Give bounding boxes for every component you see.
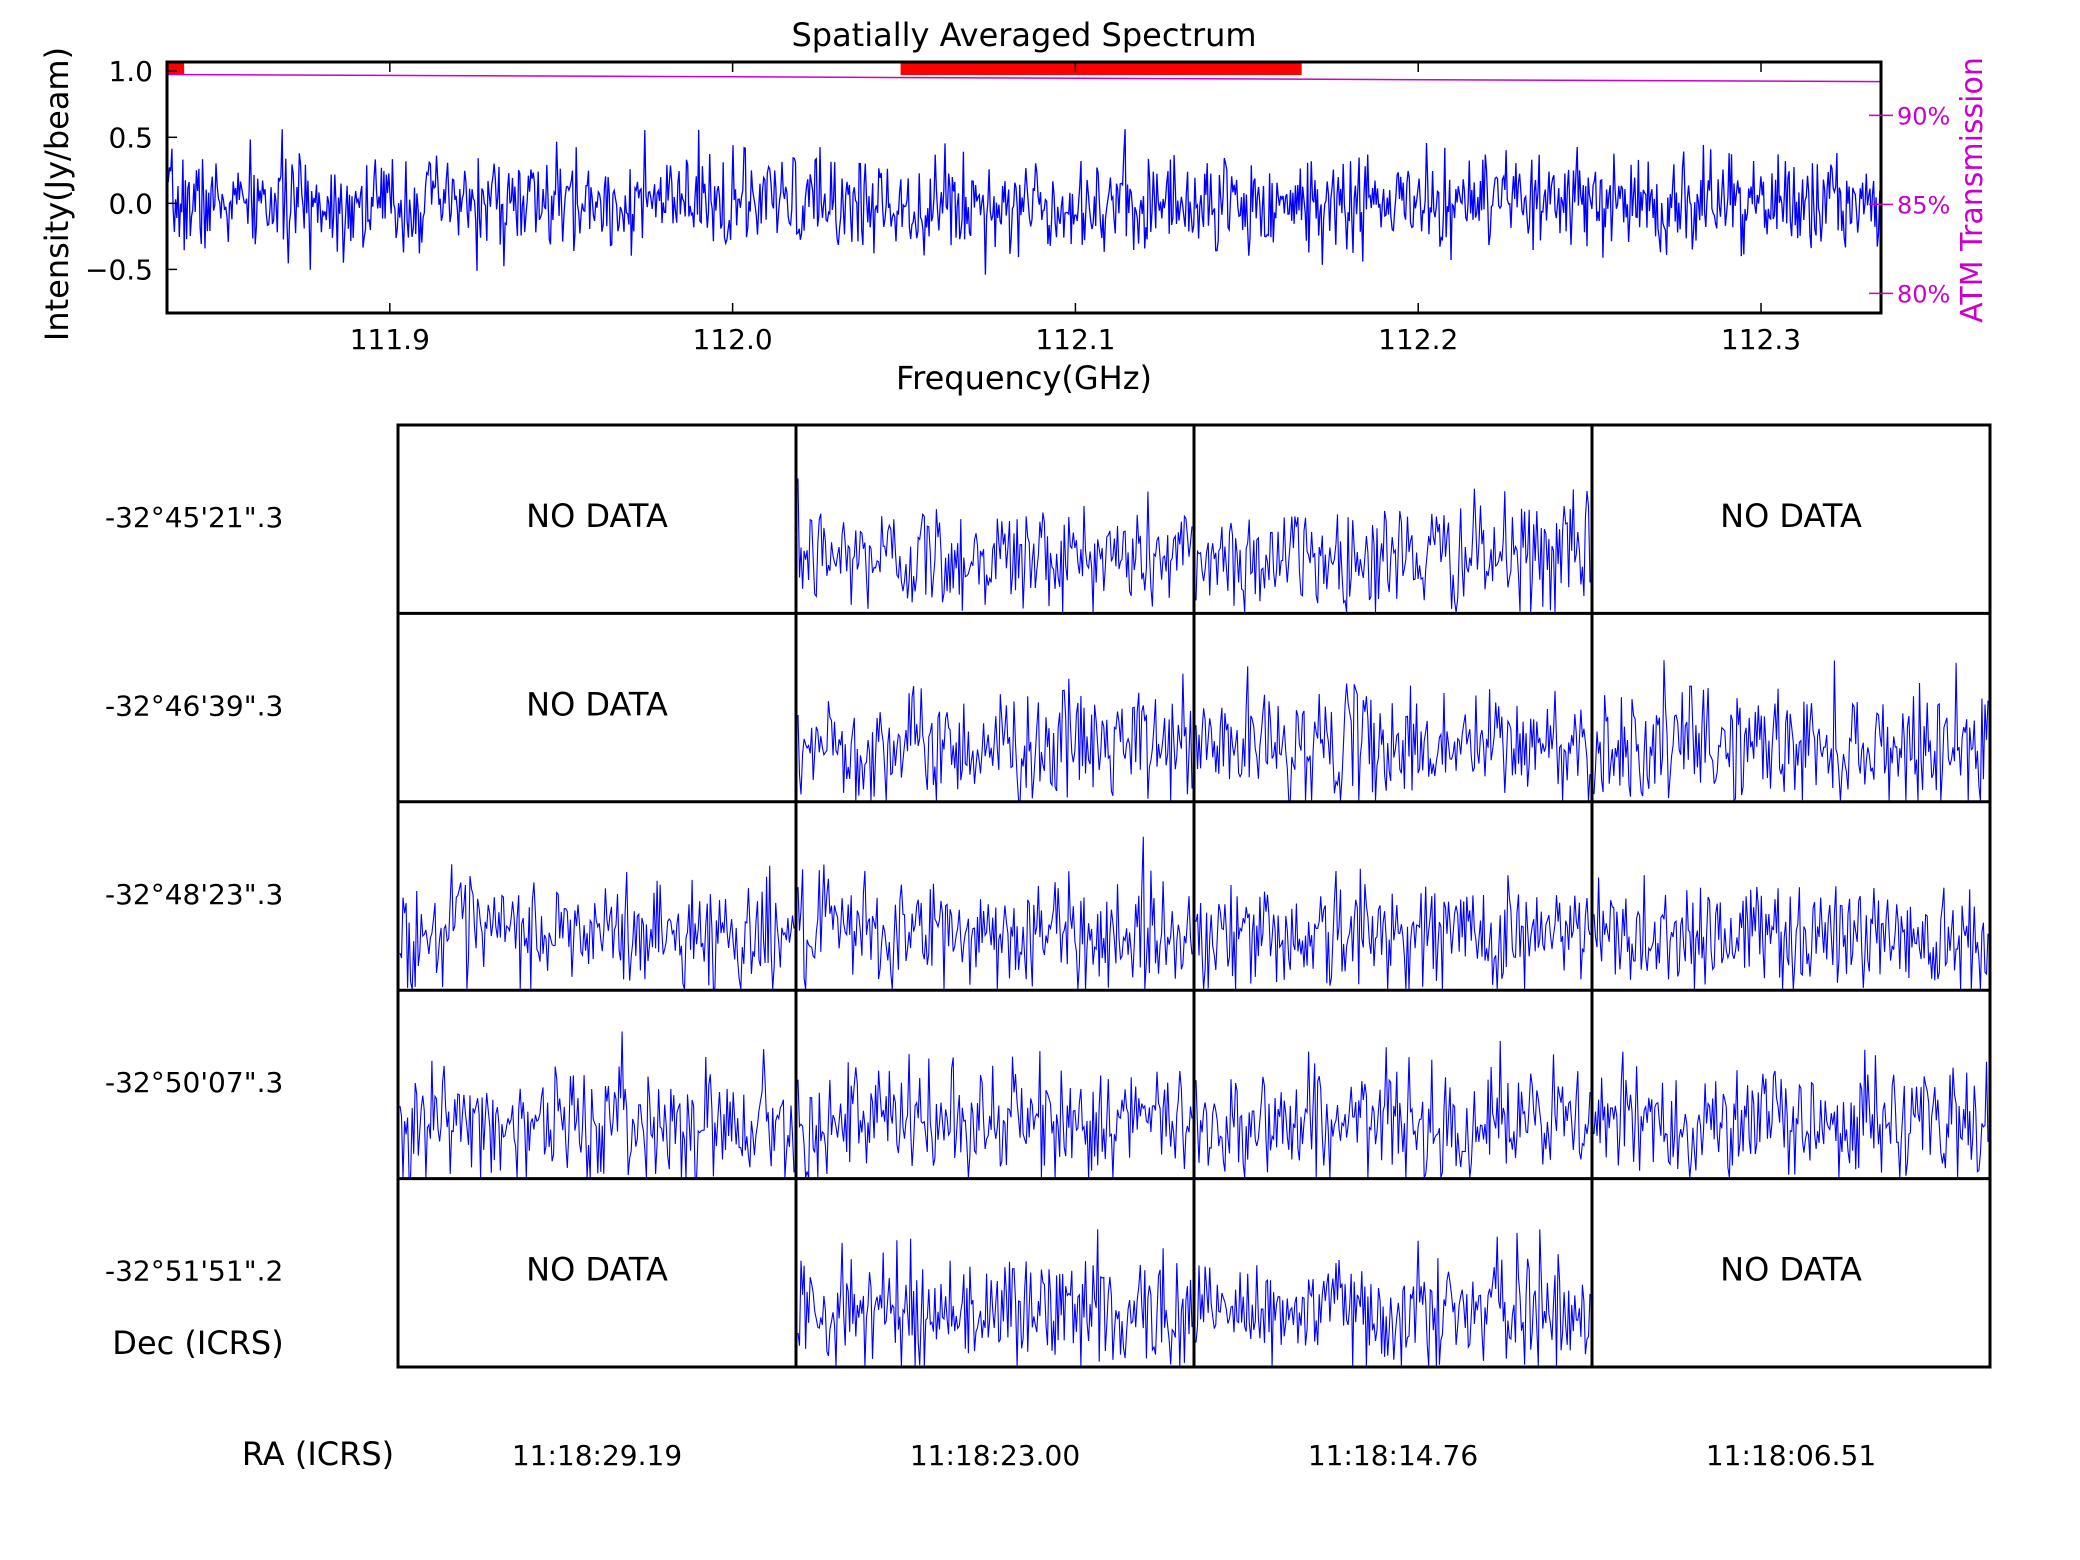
ra-label: 11:18:29.19 bbox=[512, 1439, 682, 1472]
cell-spectrum bbox=[399, 1031, 795, 1179]
cell-spectrum bbox=[1593, 875, 1989, 990]
cell-spectrum bbox=[797, 836, 1193, 990]
dec-label: -32°50'07".3 bbox=[105, 1066, 283, 1099]
ra-label: 11:18:14.76 bbox=[1308, 1439, 1478, 1472]
spectrum-series bbox=[166, 129, 1882, 275]
flagged-range-1 bbox=[900, 62, 1302, 75]
cell-spectrum bbox=[797, 1229, 1193, 1367]
dec-label: -32°51'51".2 bbox=[105, 1255, 283, 1288]
ra-labels: 11:18:29.19 11:18:23.00 11:18:14.76 11:18:0… bbox=[512, 1439, 1876, 1472]
cell-spectrum bbox=[1593, 1049, 1989, 1178]
cell-spectrum bbox=[1195, 1229, 1591, 1367]
y-tick-label: 1.0 bbox=[108, 55, 153, 88]
cell-spectrum bbox=[1195, 1040, 1591, 1178]
y-axis-label: Intensity(Jy/beam) bbox=[38, 47, 76, 341]
chart-title: Spatially Averaged Spectrum bbox=[791, 16, 1256, 54]
dec-labels: -32°45'21".3 -32°46'39".3 -32°48'23".3 -32°… bbox=[105, 501, 283, 1288]
cell-spectrum bbox=[399, 864, 795, 991]
y2-axis-ticks: 90% 85% 80% bbox=[1869, 102, 1950, 308]
cell-spectrum bbox=[797, 478, 1193, 613]
no-data-label: NO DATA bbox=[1720, 1251, 1862, 1289]
ra-axis-label: RA (ICRS) bbox=[242, 1435, 394, 1473]
atm-transmission-series bbox=[166, 73, 1882, 83]
cell-spectrum bbox=[1195, 488, 1591, 613]
spectrum-line bbox=[166, 129, 1882, 275]
y2-tick-label: 80% bbox=[1897, 280, 1950, 308]
spectral-map-grid: NO DATA NO DATA NO DATA NO DATA NO DATA -32°… bbox=[105, 423, 1992, 1473]
x-tick-label: 112.3 bbox=[1721, 323, 1801, 356]
ra-label: 11:18:06.51 bbox=[1706, 1439, 1876, 1472]
dec-label: -32°48'23".3 bbox=[105, 878, 283, 911]
x-tick-label: 112.2 bbox=[1378, 323, 1458, 356]
x-axis-ticks: 111.9 112.0 112.1 112.2 112.3 bbox=[350, 62, 1801, 356]
flagged-ranges bbox=[167, 62, 1302, 75]
dec-label: -32°45'21".3 bbox=[105, 501, 283, 534]
grid-cells: NO DATA NO DATA NO DATA NO DATA NO DATA bbox=[399, 478, 1989, 1367]
x-tick-label: 112.1 bbox=[1035, 323, 1115, 356]
x-axis-label: Frequency(GHz) bbox=[896, 359, 1152, 397]
cell-spectrum bbox=[797, 673, 1193, 802]
cell-spectrum bbox=[797, 1051, 1193, 1178]
y-tick-label: 0.5 bbox=[108, 121, 153, 154]
cell-spectrum bbox=[1593, 660, 1989, 803]
no-data-label: NO DATA bbox=[526, 685, 668, 723]
cell-spectrum bbox=[1195, 666, 1591, 802]
plot-frame bbox=[165, 60, 1883, 315]
x-tick-label: 112.0 bbox=[693, 323, 773, 356]
no-data-label: NO DATA bbox=[526, 497, 668, 535]
dec-label: -32°46'39".3 bbox=[105, 689, 283, 722]
averaged-spectrum-panel: Spatially Averaged Spectrum 111.9 112.0 11… bbox=[38, 16, 1990, 397]
dec-axis-label: Dec (ICRS) bbox=[112, 1324, 283, 1362]
no-data-label: NO DATA bbox=[526, 1251, 668, 1289]
y2-axis-label: ATM Transmission bbox=[1955, 57, 1990, 323]
y-tick-label: 0.0 bbox=[108, 187, 153, 220]
no-data-label: NO DATA bbox=[1720, 497, 1862, 535]
atm-line bbox=[166, 73, 1882, 83]
y-axis-ticks: 1.0 0.5 0.0 −0.5 bbox=[85, 55, 177, 286]
flagged-range-0 bbox=[167, 62, 185, 75]
y2-tick-label: 85% bbox=[1897, 191, 1950, 219]
y-tick-label: −0.5 bbox=[85, 253, 153, 286]
cell-spectrum bbox=[1195, 868, 1591, 990]
ra-label: 11:18:23.00 bbox=[910, 1439, 1080, 1472]
x-tick-label: 111.9 bbox=[350, 323, 430, 356]
y2-tick-label: 90% bbox=[1897, 102, 1950, 130]
grid-lines bbox=[396, 423, 1992, 1369]
